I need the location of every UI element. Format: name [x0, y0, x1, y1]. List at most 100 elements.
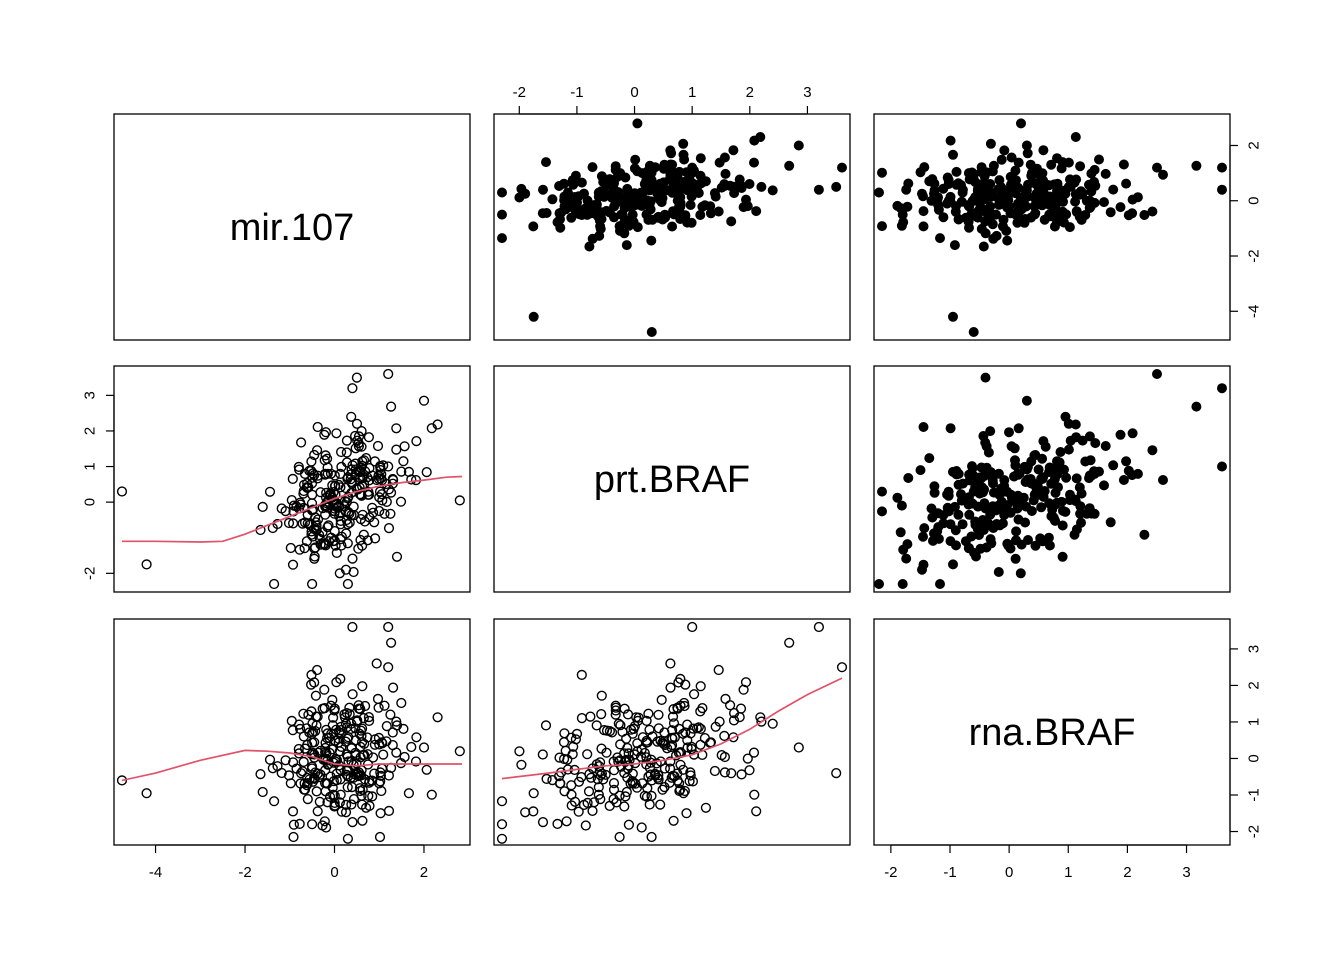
data-point [328, 775, 340, 787]
data-point [619, 801, 630, 812]
data-point [658, 177, 669, 188]
data-point [1063, 418, 1074, 429]
data-point [351, 767, 363, 779]
data-point [1016, 495, 1027, 506]
data-point [641, 209, 652, 220]
data-point [314, 529, 325, 541]
data-point [633, 712, 644, 723]
data-point [1052, 469, 1063, 480]
data-point [554, 752, 565, 763]
panel-mir.107-rna.BRAF [873, 113, 1231, 341]
data-point [582, 195, 593, 206]
data-point [1086, 168, 1097, 179]
data-point [756, 181, 767, 192]
data-point [945, 536, 956, 547]
data-point [1191, 401, 1202, 412]
points [874, 118, 1228, 337]
data-point [969, 547, 980, 558]
data-point [379, 700, 390, 711]
data-point [604, 207, 615, 218]
data-point [328, 535, 339, 547]
panel-rna.BRAF-rna.BRAF: rna.BRAF [873, 618, 1231, 846]
data-point [665, 682, 676, 693]
data-point [293, 743, 304, 755]
data-point [347, 553, 358, 564]
data-point [919, 523, 930, 534]
data-point [333, 733, 344, 744]
data-point [751, 806, 762, 817]
data-point [1152, 368, 1163, 379]
data-point [496, 187, 507, 198]
points [496, 118, 848, 337]
data-point [353, 703, 365, 714]
data-point [986, 538, 997, 549]
data-point [383, 662, 394, 673]
panel-frame [493, 618, 851, 846]
data-point [283, 517, 295, 529]
data-point [1057, 520, 1068, 531]
data-point [386, 401, 397, 412]
data-point [329, 525, 340, 537]
data-point [877, 486, 888, 497]
data-point [302, 793, 313, 805]
data-point [623, 192, 634, 203]
data-point [935, 233, 946, 244]
data-point [1010, 188, 1021, 199]
data-point [1040, 441, 1051, 452]
data-point [734, 174, 745, 185]
data-point [595, 793, 606, 805]
data-point [361, 802, 372, 813]
data-point [993, 567, 1004, 578]
data-point [520, 807, 531, 818]
data-point [379, 508, 390, 519]
data-point [672, 206, 683, 217]
data-point [1158, 474, 1169, 485]
tick-label: 0 [82, 498, 99, 506]
data-point [334, 797, 346, 808]
data-point [283, 770, 295, 781]
panel-frame [113, 618, 471, 846]
data-point [588, 797, 600, 808]
data-point [432, 712, 443, 723]
panel-rna.BRAF-mir.107 [113, 618, 471, 846]
data-point [426, 789, 437, 800]
data-point [537, 749, 548, 760]
data-point [369, 517, 380, 528]
data-point [1075, 189, 1086, 200]
data-point [357, 681, 368, 692]
data-point [334, 500, 345, 512]
data-point [391, 423, 402, 434]
data-point [329, 797, 340, 809]
data-point [319, 429, 330, 440]
data-point [784, 637, 795, 648]
data-point [1099, 197, 1110, 208]
data-point [516, 759, 527, 770]
panel-frame [873, 365, 1231, 593]
data-point [892, 492, 903, 503]
data-point [1022, 461, 1033, 472]
data-point [567, 175, 578, 186]
data-point [720, 693, 731, 705]
points [116, 368, 465, 590]
data-point [496, 833, 508, 844]
data-point [141, 559, 152, 570]
data-point [644, 724, 655, 735]
data-point [749, 789, 760, 800]
data-point [319, 684, 330, 695]
data-point [967, 498, 978, 509]
data-point [617, 726, 628, 738]
data-point [977, 515, 988, 526]
data-point [359, 738, 370, 749]
data-point [346, 799, 357, 810]
points [116, 621, 465, 844]
data-point [309, 553, 320, 564]
data-point [399, 441, 410, 452]
data-point [591, 720, 602, 731]
data-point [377, 495, 388, 506]
data-point [957, 187, 968, 198]
data-point [576, 771, 587, 783]
data-point [582, 749, 593, 760]
data-point [357, 509, 368, 520]
data-point [964, 509, 975, 520]
data-point [719, 180, 730, 191]
